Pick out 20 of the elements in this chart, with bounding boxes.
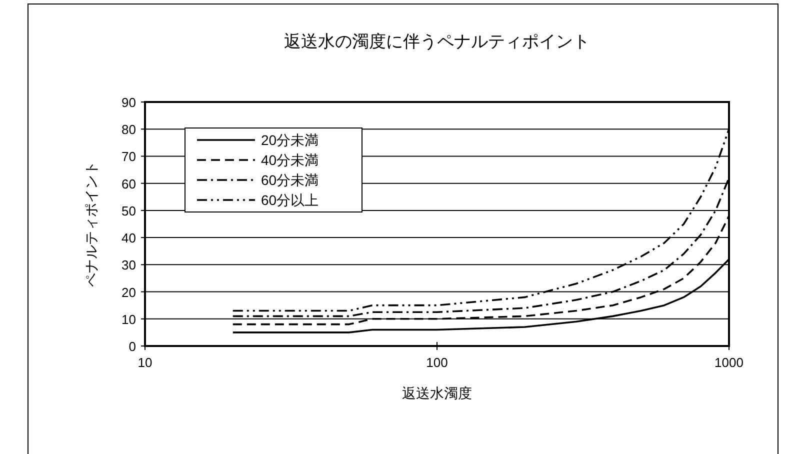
legend-label: 60分以上 <box>261 192 319 208</box>
x-tick-label: 10 <box>138 355 152 370</box>
x-axis-title: 返送水濁度 <box>402 385 472 401</box>
y-axis-title: ペナルティポイント <box>83 161 99 287</box>
y-tick-label: 70 <box>122 149 136 164</box>
x-tick-label: 1000 <box>714 355 744 370</box>
legend-label: 20分未満 <box>261 132 319 148</box>
legend-label: 40分未満 <box>261 152 319 168</box>
y-tick-label: 80 <box>122 122 136 138</box>
legend-label: 60分未満 <box>261 172 319 188</box>
x-tick-label: 100 <box>426 355 448 370</box>
y-tick-label: 0 <box>128 339 136 354</box>
y-tick-label: 20 <box>122 284 136 300</box>
y-tick-label: 50 <box>122 203 136 218</box>
y-tick-label: 30 <box>122 258 136 273</box>
chart-title: 返送水の濁度に伴うペナルティポイント <box>284 32 590 51</box>
y-tick-label: 90 <box>122 95 136 110</box>
y-tick-label: 10 <box>122 312 136 327</box>
y-tick-label: 60 <box>122 176 136 192</box>
y-tick-label: 40 <box>122 230 136 246</box>
